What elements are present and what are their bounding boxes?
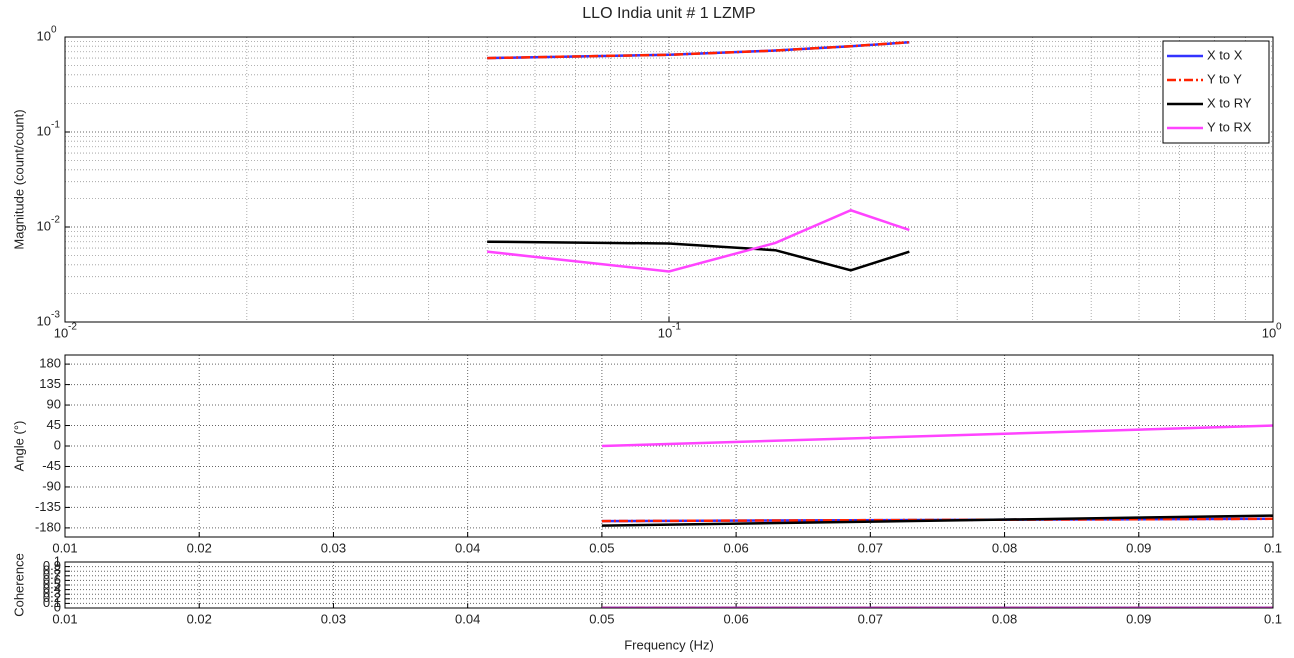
series-line [601, 424, 1273, 448]
tick-exponent: -2 [51, 215, 60, 226]
tick-label: 0.1 [1264, 611, 1282, 626]
tick-label: 10 [37, 28, 51, 43]
tick-label: 0.05 [589, 611, 614, 626]
tick-label: -180 [35, 519, 61, 534]
tick-label: 0.01 [52, 611, 77, 626]
tick-label: 0.09 [1126, 611, 1151, 626]
tick-label: 0.01 [52, 540, 77, 555]
legend-label: X to RY [1207, 95, 1252, 110]
tick-label: 10 [37, 313, 51, 328]
tick-label: 0 [54, 599, 61, 614]
tick-label: 0.05 [589, 540, 614, 555]
tick-label: 45 [47, 417, 61, 432]
tick-label: 10 [37, 218, 51, 233]
series-line [487, 208, 910, 273]
tick-exponent: -3 [51, 310, 60, 321]
tick-exponent: 0 [1276, 322, 1282, 333]
axes: 0.01 0.02 0.03 0.04 0.05 0.06 0.07 0.08 0.09 0.1 -… [35, 354, 1282, 555]
tick-exponent: -2 [68, 322, 77, 333]
series-line [601, 514, 1273, 527]
y-axis-label: Magnitude (count/count) [11, 109, 26, 249]
y-axis-label: Coherence [11, 553, 26, 617]
tick-label: -45 [42, 458, 61, 473]
tick-label: 0.06 [723, 540, 748, 555]
chart-title: LLO India unit # 1 LZMP [582, 5, 755, 22]
tick-label: 0.07 [858, 540, 883, 555]
axes: 10 -2 10 -1 10 010 -310 -210 -110 0 [37, 25, 1282, 341]
tick-label: 0.9 [43, 558, 61, 573]
series-line [487, 240, 910, 272]
tick-label: 0 [54, 437, 61, 452]
tick-label: 0.4 [43, 581, 61, 596]
axes: 0.01 0.02 0.03 0.04 0.05 0.06 0.07 0.08 0.09 0.10… [43, 553, 1282, 626]
tick-label: 0.02 [187, 540, 212, 555]
tick-exponent: -1 [51, 120, 60, 131]
x-axis-label: Frequency (Hz) [624, 637, 714, 652]
tick-label: -90 [42, 478, 61, 493]
tick-label: 0.04 [455, 540, 480, 555]
tick-label: 10 [658, 325, 672, 340]
tick-label: 0.6 [43, 572, 61, 587]
tick-label: 0.04 [455, 611, 480, 626]
tick-label: -135 [35, 499, 61, 514]
legend-box [1162, 40, 1270, 144]
tick-label: 90 [47, 396, 61, 411]
legend-label: X to X [1207, 47, 1243, 62]
tick-label: 0.3 [43, 586, 61, 601]
series-line [487, 41, 910, 60]
axes-frame [64, 561, 1274, 609]
tick-label: 0.08 [992, 611, 1017, 626]
tick-label: 0.7 [43, 567, 61, 582]
tick-label: 0.08 [992, 540, 1017, 555]
legend-label: Y to Y [1207, 71, 1242, 86]
tick-label: 10 [37, 123, 51, 138]
y-axis-label: Angle (°) [11, 421, 26, 472]
axes-frame [64, 36, 1274, 323]
tick-exponent: -1 [672, 322, 681, 333]
tick-label: 0.07 [858, 611, 883, 626]
tick-label: 0.06 [723, 611, 748, 626]
tick-label: 10 [1262, 325, 1276, 340]
tick-label: 0.1 [1264, 540, 1282, 555]
tick-label: 180 [39, 356, 61, 371]
tick-label: 0.5 [43, 576, 61, 591]
tick-exponent: 0 [51, 25, 57, 36]
tick-label: 0.02 [187, 611, 212, 626]
legend-label: Y to RX [1207, 119, 1252, 134]
legend: X to X Y to Y X to RY Y to RX [1162, 40, 1270, 144]
tick-label: 10 [54, 325, 68, 340]
tick-label: 0.8 [43, 563, 61, 578]
tick-label: 0.1 [43, 595, 61, 610]
tick-label: 0.03 [321, 611, 346, 626]
axes-frame [64, 354, 1274, 538]
tick-label: 0.09 [1126, 540, 1151, 555]
tick-label: 135 [39, 376, 61, 391]
tick-label: 0.2 [43, 590, 61, 605]
tick-label: 1 [54, 553, 61, 568]
tick-label: 0.03 [321, 540, 346, 555]
